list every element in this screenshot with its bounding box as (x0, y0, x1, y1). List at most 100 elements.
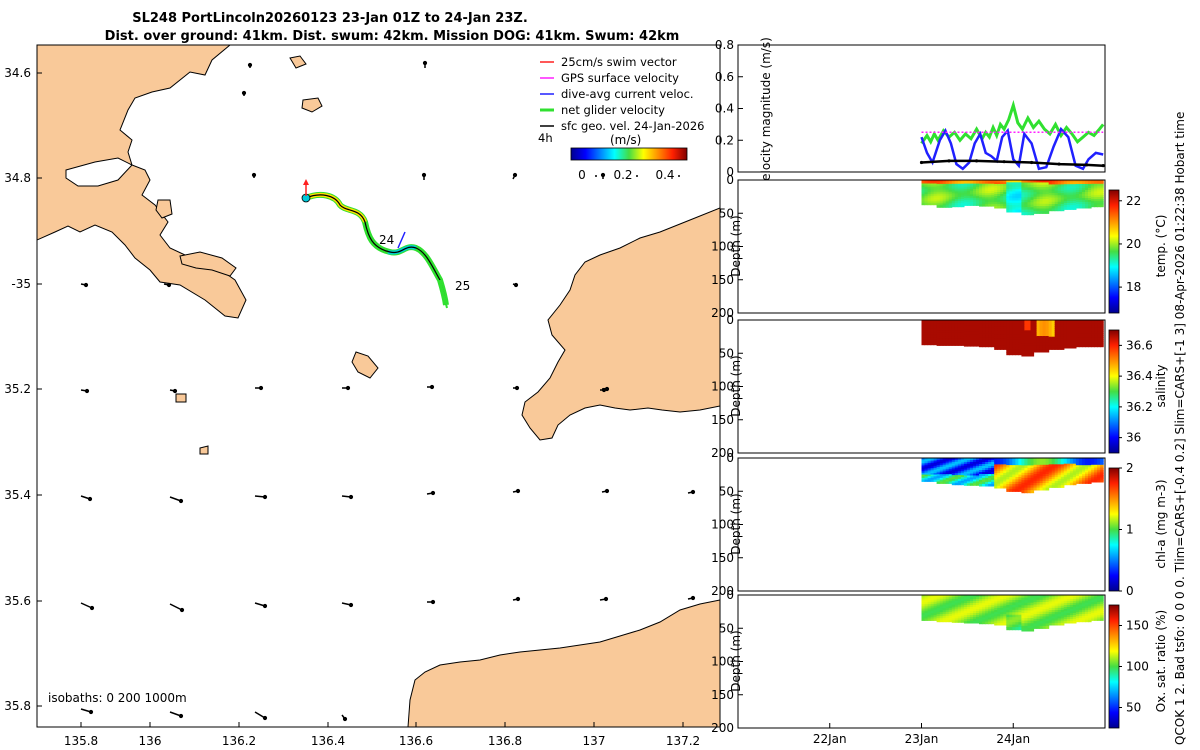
section-cell (1072, 320, 1077, 323)
section-cell (957, 341, 962, 345)
section-cell (960, 596, 965, 600)
section-cell (994, 481, 998, 485)
section-cell (979, 202, 983, 205)
section-cell (1066, 607, 1071, 610)
section-cell (939, 606, 944, 609)
section-cell (1100, 181, 1104, 185)
section-cell (991, 605, 995, 608)
section-cell (1024, 180, 1028, 184)
section-cell (1088, 468, 1092, 472)
section-cell (1039, 329, 1044, 332)
section-cell (988, 615, 992, 618)
section-cell (979, 196, 983, 200)
section-cell (963, 185, 968, 188)
section-colorbar-ticklabel: 2 (1126, 461, 1134, 475)
section-cell (1100, 331, 1104, 334)
section-cell (963, 331, 968, 334)
section-cell (960, 343, 965, 346)
section-cell (1078, 459, 1083, 463)
section-cell (942, 595, 947, 598)
section-cell (1097, 600, 1101, 603)
section-cell (1000, 326, 1004, 329)
section-cell (1054, 618, 1059, 622)
section-cell (1012, 612, 1016, 616)
section-cell (1054, 206, 1059, 209)
section-cell (1036, 469, 1041, 473)
section-cell (979, 189, 983, 192)
section-cell (991, 342, 995, 346)
section-cell (1021, 332, 1025, 336)
section-cell (1078, 474, 1083, 477)
section-cell (957, 469, 962, 472)
geo-arrow-head (262, 715, 268, 721)
section-cell (957, 193, 962, 196)
section-cell (1000, 340, 1004, 344)
section-cell (1082, 201, 1086, 205)
section-cell (1039, 194, 1044, 198)
section-cell (921, 183, 926, 186)
section-cell (942, 203, 947, 206)
section-cell (973, 323, 977, 327)
section-cell (1075, 199, 1080, 203)
section-cell (942, 325, 947, 328)
section-cell (1006, 184, 1010, 188)
section-cell (1045, 609, 1050, 613)
section-cell (1100, 595, 1104, 598)
section-cell (1094, 595, 1098, 598)
section-cell (951, 461, 956, 465)
section-cell (945, 336, 950, 339)
section-cell (976, 340, 980, 343)
section-cell (930, 613, 935, 616)
section-cell (1054, 184, 1059, 188)
section-cell (979, 337, 983, 340)
section-cell (924, 611, 929, 614)
section-cell (1078, 205, 1083, 209)
section-cell (936, 479, 941, 483)
section-cell (948, 185, 953, 189)
geo-arrow-head (600, 172, 606, 178)
section-cell (948, 596, 953, 600)
section-cell (1000, 196, 1004, 199)
section-cell (1036, 189, 1041, 193)
section-cell (1045, 349, 1050, 353)
section-cell (1051, 599, 1056, 602)
section-cell (963, 320, 968, 323)
section-cell (1097, 202, 1101, 206)
section-cell (973, 340, 977, 343)
section-cell (1036, 196, 1041, 200)
land-island-c (301, 97, 323, 113)
section-cell (1066, 611, 1071, 614)
section-cell (933, 199, 938, 202)
section-y-ticklabel: 150 (711, 551, 734, 565)
section-cell (1012, 614, 1016, 618)
section-cell (960, 620, 965, 623)
section-cell (991, 331, 995, 334)
section-cell (1012, 477, 1016, 480)
section-cell (1042, 462, 1047, 466)
section-cell (1091, 478, 1095, 481)
section-cell (1024, 199, 1028, 203)
geo-arrow-head (604, 488, 610, 494)
section-cell (1051, 472, 1056, 476)
section-cell (948, 195, 953, 199)
section-cell (1097, 611, 1101, 614)
section-cell (957, 183, 962, 187)
section-colorbar-label: salinity (1154, 364, 1168, 407)
section-cell (1097, 459, 1101, 462)
section-cell (939, 474, 944, 477)
section-cell (1060, 620, 1065, 624)
section-cell (973, 477, 977, 480)
section-cell (1027, 487, 1032, 491)
section-cell (1012, 624, 1016, 628)
section-cell (939, 180, 944, 183)
section-cell (921, 461, 926, 464)
section-cell (979, 601, 983, 604)
section-cell (991, 470, 995, 473)
section-cell (1066, 345, 1071, 349)
section-cell (988, 479, 992, 483)
section-cell (930, 479, 935, 482)
section-cell (933, 320, 938, 323)
section-cell (1000, 330, 1004, 334)
section-cell (963, 479, 968, 482)
section-cell (933, 609, 938, 612)
